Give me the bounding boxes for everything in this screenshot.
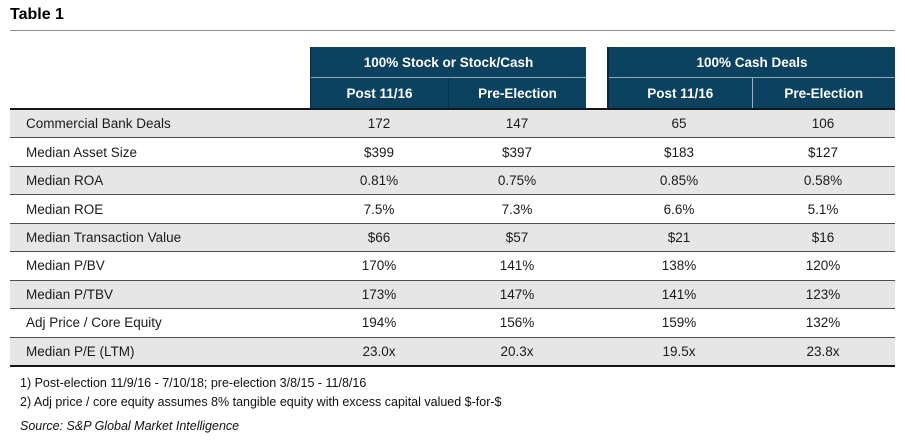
cell-cash-pre: 23.8x xyxy=(806,343,840,359)
cell-stock-pre: 7.3% xyxy=(501,201,533,217)
subheader-stock-pre: Pre-Election xyxy=(448,78,586,108)
table-row: Median Asset Size $399 $397 $183 $127 xyxy=(10,137,895,166)
group-cash-label: 100% Cash Deals xyxy=(609,47,895,78)
row-label: Median P/TBV xyxy=(26,286,114,302)
row-label: Median ROE xyxy=(26,201,104,217)
cell-cash-pre: $16 xyxy=(811,229,835,245)
cell-stock-post: 0.81% xyxy=(359,173,399,189)
cell-cash-post: 138% xyxy=(661,258,697,274)
column-gap xyxy=(586,338,607,365)
table-row: Commercial Bank Deals 172 147 65 106 xyxy=(10,110,895,138)
table-row: Median ROE 7.5% 7.3% 6.6% 5.1% xyxy=(10,194,895,223)
row-label: Median P/E (LTM) xyxy=(26,343,135,359)
cell-stock-pre: 0.75% xyxy=(497,173,537,189)
row-label: Median Asset Size xyxy=(26,144,138,160)
cell-stock-pre: 20.3x xyxy=(500,343,534,359)
cell-stock-pre: 141% xyxy=(499,258,535,274)
footnotes: 1) Post-election 11/9/16 - 7/10/18; pre-… xyxy=(20,374,502,411)
title-divider xyxy=(10,30,895,31)
cell-cash-post: $21 xyxy=(667,229,691,245)
column-gap xyxy=(586,167,607,194)
cell-stock-pre: 147 xyxy=(505,116,529,132)
page-title: Table 1 xyxy=(10,6,64,23)
table-row: Median Transaction Value $66 $57 $21 $16 xyxy=(10,222,895,252)
cell-stock-post: 172 xyxy=(367,116,391,132)
cell-stock-pre: $57 xyxy=(505,229,529,245)
row-label: Median Transaction Value xyxy=(26,229,182,245)
cell-cash-pre: 123% xyxy=(805,286,841,302)
cell-cash-pre: 106 xyxy=(811,116,835,132)
footnote-2: 2) Adj price / core equity assumes 8% ta… xyxy=(20,394,502,409)
cell-stock-post: 173% xyxy=(361,286,397,302)
cell-stock-pre: 147% xyxy=(499,286,535,302)
table-row: Median ROA 0.81% 0.75% 0.85% 0.58% xyxy=(10,165,895,195)
row-label: Commercial Bank Deals xyxy=(26,116,171,132)
cell-cash-post: 159% xyxy=(661,315,697,331)
metrics-table: Commercial Bank Deals 172 147 65 106 Med… xyxy=(10,108,895,367)
cell-cash-pre: 120% xyxy=(805,258,841,274)
cell-cash-post: 141% xyxy=(661,286,697,302)
cell-stock-pre: $397 xyxy=(501,144,533,160)
column-gap xyxy=(586,252,607,279)
column-gap xyxy=(586,281,607,308)
table-row: Median P/TBV 173% 147% 141% 123% xyxy=(10,279,895,309)
cell-stock-post: 170% xyxy=(361,258,397,274)
table-row: Adj Price / Core Equity 194% 156% 159% 1… xyxy=(10,308,895,337)
column-gap xyxy=(586,224,607,251)
row-label: Median ROA xyxy=(26,173,104,189)
column-gap xyxy=(586,195,607,222)
cell-cash-post: 0.85% xyxy=(659,173,699,189)
cell-stock-post: 194% xyxy=(361,315,397,331)
subheader-stock-post: Post 11/16 xyxy=(346,85,413,101)
column-gap xyxy=(586,110,607,137)
cell-cash-pre: $127 xyxy=(807,144,839,160)
cell-cash-post: 6.6% xyxy=(663,201,695,217)
cell-cash-pre: 5.1% xyxy=(807,201,839,217)
cell-cash-post: $183 xyxy=(663,144,695,160)
cell-stock-post: $66 xyxy=(367,229,391,245)
column-gap xyxy=(586,309,607,336)
cell-stock-pre: 156% xyxy=(499,315,535,331)
cell-stock-post: 7.5% xyxy=(363,201,395,217)
column-group-cash: 100% Cash Deals Post 11/16 Pre-Election xyxy=(607,47,895,108)
table-row: Median P/BV 170% 141% 138% 120% xyxy=(10,251,895,280)
source-line: Source: S&P Global Market Intelligence xyxy=(20,419,240,433)
subheader-cash-post: Post 11/16 xyxy=(647,85,714,101)
cell-cash-post: 19.5x xyxy=(662,343,696,359)
column-gap xyxy=(586,138,607,165)
row-label: Adj Price / Core Equity xyxy=(26,315,162,331)
group-stock-label: 100% Stock or Stock/Cash xyxy=(311,47,586,78)
row-label: Median P/BV xyxy=(26,258,105,274)
cell-stock-post: $399 xyxy=(363,144,395,160)
column-group-stock: 100% Stock or Stock/Cash Post 11/16 Pre-… xyxy=(310,47,586,108)
footnote-1: 1) Post-election 11/9/16 - 7/10/18; pre-… xyxy=(20,376,367,390)
cell-cash-pre: 132% xyxy=(805,315,841,331)
cell-cash-pre: 0.58% xyxy=(803,173,843,189)
table-row: Median P/E (LTM) 23.0x 20.3x 19.5x 23.8x xyxy=(10,336,895,365)
cell-stock-post: 23.0x xyxy=(362,343,396,359)
subheader-cash-pre: Pre-Election xyxy=(751,78,896,108)
cell-cash-post: 65 xyxy=(671,116,687,132)
